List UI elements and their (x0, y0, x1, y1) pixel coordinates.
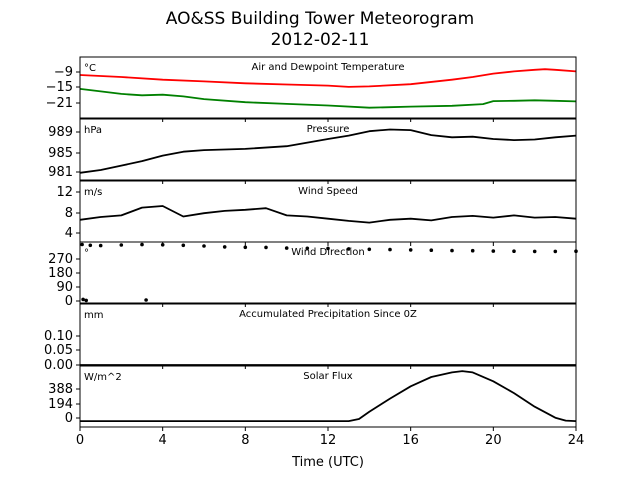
series-line-1-2 (79, 88, 577, 109)
series-line-2-1 (79, 128, 577, 174)
figure-subtitle: 2012-02-11 (271, 30, 370, 50)
series-line-3-1 (79, 205, 577, 224)
panel-title: Wind Direction (291, 247, 365, 258)
y-tick-label: 0.10 (44, 329, 73, 344)
x-axis-label: Time (UTC) (291, 455, 364, 470)
x-tick-label: 12 (320, 433, 337, 448)
wind-direction-point (450, 248, 454, 253)
wind-direction-point (243, 245, 248, 250)
wind-direction-point (491, 249, 496, 253)
y-tick-label: −9 (54, 65, 73, 80)
wind-direction-point (326, 246, 330, 251)
wind-direction-point (119, 243, 124, 247)
figure-title: AO&SS Building Tower Meteorogram (166, 9, 474, 29)
x-axis: 0 4 8 12 16 20 24 (76, 433, 584, 448)
series-line-6-1 (80, 370, 577, 423)
wind-direction-point (367, 247, 372, 252)
panel-unit-label: W/m^2 (84, 372, 122, 383)
panel-1: −9−15−21 °C Air and Dewpoint Temperature (46, 56, 577, 122)
y-tick-label: 388 (48, 382, 73, 397)
x-tick-label: 8 (241, 433, 249, 448)
wind-direction-point (284, 246, 289, 250)
panel-title: Accumulated Precipitation Since 0Z (239, 309, 417, 320)
panel-2: 989 985 981 hPa Pressure (48, 118, 577, 184)
wind-direction-point (470, 248, 475, 253)
panel-unit-label: °C (84, 63, 96, 74)
y-tick-label: 989 (48, 125, 73, 140)
x-tick-label: 4 (159, 433, 167, 448)
x-tick-label: 0 (76, 433, 84, 448)
wind-direction-point (144, 298, 148, 302)
y-tick-label: 0 (65, 294, 73, 309)
wind-direction-point (429, 248, 434, 252)
y-tick-label: 985 (48, 146, 73, 161)
wind-direction-point (532, 249, 537, 254)
wind-direction-point (84, 298, 88, 303)
y-tick-label: −21 (46, 96, 73, 111)
y-tick-label: 12 (56, 185, 73, 200)
y-tick-label: −15 (46, 80, 73, 95)
wind-direction-point (88, 243, 93, 248)
y-tick-label: 194 (48, 397, 73, 412)
x-tick-label: 24 (568, 433, 585, 448)
wind-direction-point (408, 248, 413, 252)
y-tick-label: 981 (48, 165, 73, 180)
wind-direction-point (202, 244, 206, 248)
panel-unit-label: ° (84, 248, 89, 259)
y-tick-label: 0.05 (44, 343, 73, 358)
wind-direction-point (512, 249, 516, 253)
wind-direction-point (80, 242, 84, 247)
x-tick-label: 20 (485, 433, 502, 448)
y-tick-label: 0 (65, 411, 73, 426)
wind-direction-point (388, 247, 392, 252)
panel-unit-label: mm (84, 310, 103, 321)
wind-direction-point (181, 243, 186, 248)
panel-unit-label: hPa (84, 125, 102, 136)
panel-title: Air and Dewpoint Temperature (252, 62, 405, 73)
wind-direction-point (81, 297, 85, 302)
panels-group: −9−15−21 °C Air and Dewpoint Temperature 98… (44, 56, 578, 431)
panel-title: Pressure (307, 124, 350, 135)
x-tick-label: 16 (402, 433, 419, 448)
panel-5: 0.100.050.00 mm Accumulated Precipitation … (44, 303, 577, 373)
panel-title: Wind Speed (298, 186, 358, 197)
y-tick-label: 90 (56, 280, 73, 295)
wind-direction-point (264, 245, 268, 250)
wind-direction-point (305, 246, 310, 251)
y-tick-label: 0.00 (44, 358, 73, 373)
wind-direction-point (98, 243, 103, 248)
wind-direction-point (553, 249, 558, 254)
wind-direction-point (222, 245, 227, 249)
wind-direction-point (140, 242, 144, 247)
panel-title: Solar Flux (303, 371, 353, 382)
y-tick-label: 270 (48, 252, 73, 267)
wind-direction-point (160, 243, 165, 247)
y-tick-label: 4 (65, 226, 73, 241)
panel-unit-label: m/s (84, 187, 102, 198)
series-line-1-1 (79, 68, 577, 88)
y-tick-label: 180 (48, 266, 73, 281)
y-tick-label: 8 (65, 206, 73, 221)
wind-direction-point (346, 247, 351, 251)
